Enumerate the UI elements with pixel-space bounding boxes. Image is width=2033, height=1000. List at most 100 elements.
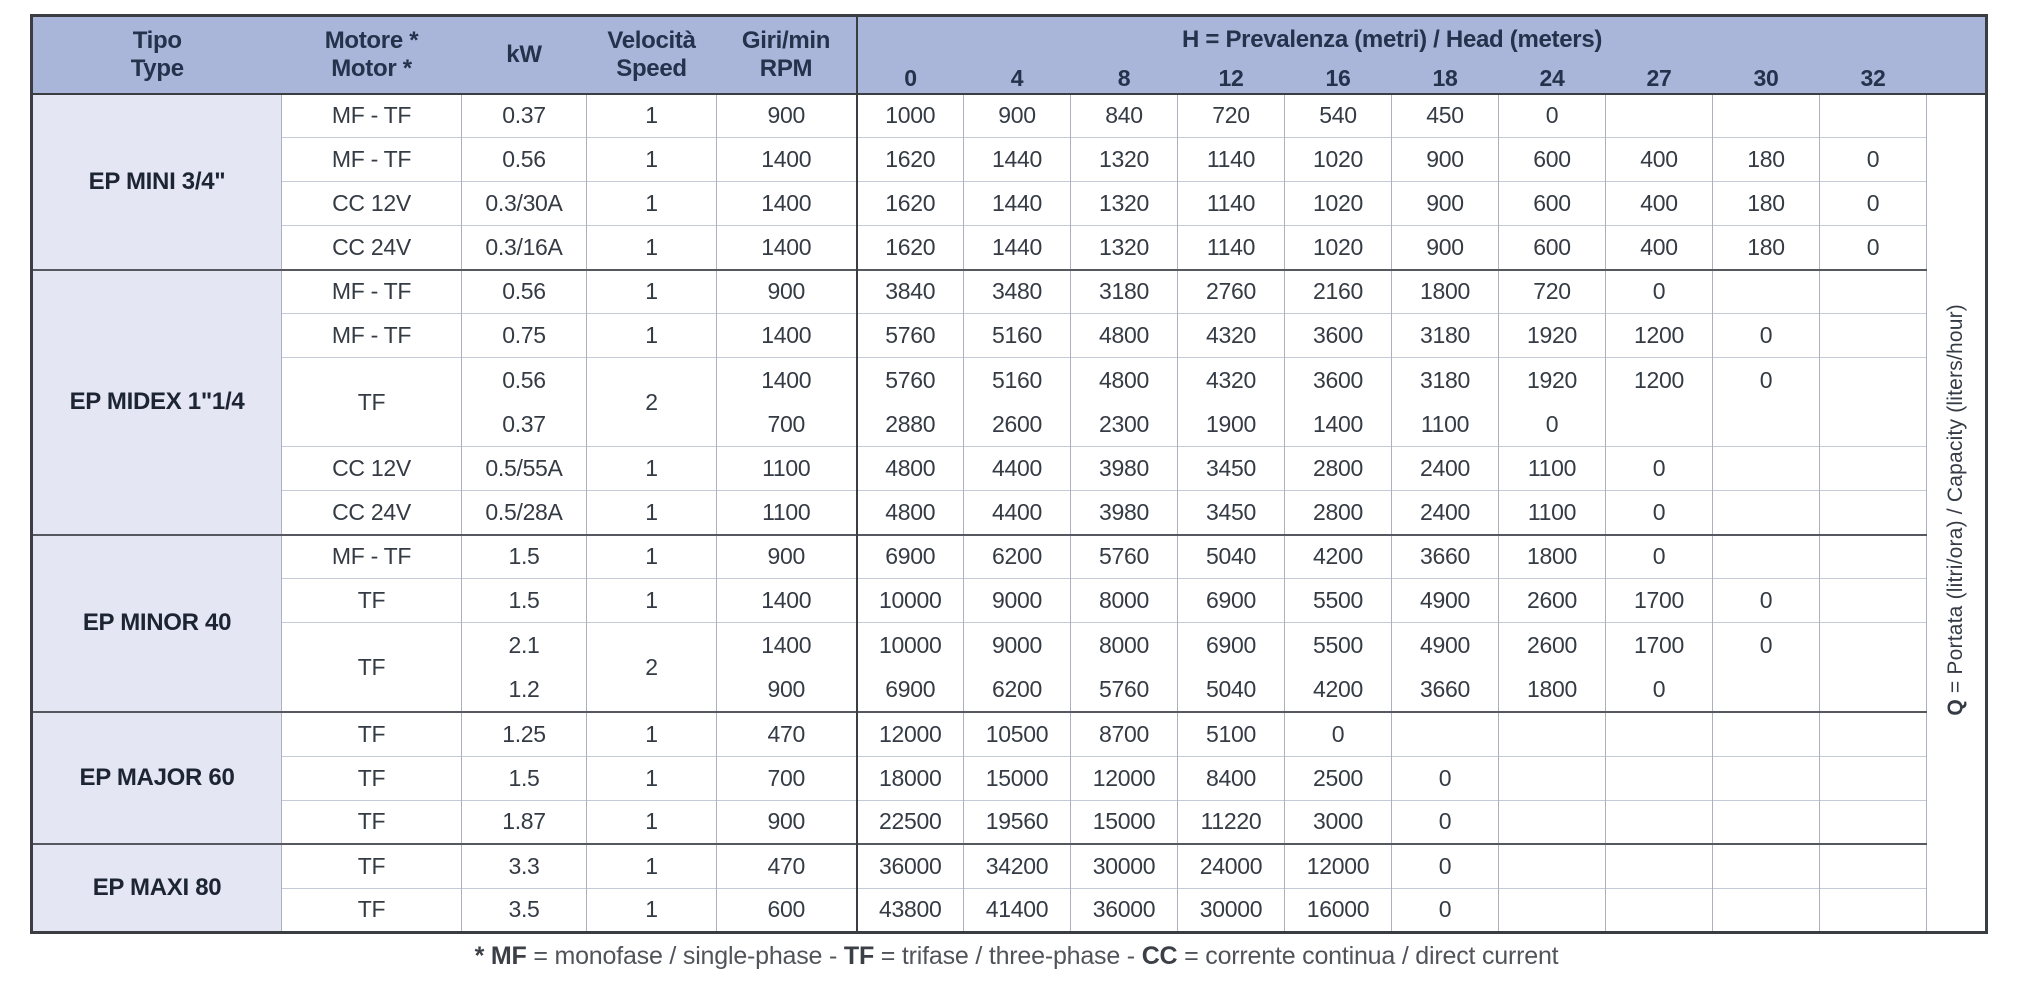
rpm-cell-line: 900 — [767, 675, 806, 702]
capacity-value-cell: 5500 — [1284, 578, 1392, 623]
capacity-value-cell: 3450 — [1177, 446, 1285, 491]
capacity-value-cell: 12000 — [1070, 755, 1178, 800]
kw-cell: 1.25 — [461, 711, 587, 756]
q-axis-label-cell: Q = Portata (litri/ora) / Capacity (lite… — [1926, 92, 1987, 932]
capacity-value-cell: 0 — [1819, 137, 1928, 182]
table-row: EP MINI 3/4" MF - TF 0.37 1 900 1000 900 840 720… — [31, 92, 1987, 932]
capacity-value-cell-line — [1820, 358, 1926, 402]
rpm-cell: 1400 900 — [716, 622, 858, 712]
capacity-value-cell: 1000 — [856, 92, 964, 138]
capacity-value-cell: 3180 1100 — [1391, 357, 1499, 447]
capacity-value-cell: 6900 — [856, 533, 964, 579]
capacity-value-cell: 1140 — [1177, 137, 1285, 182]
motor-cell: TF — [281, 799, 462, 844]
capacity-value-cell: 10000 6900 — [856, 622, 964, 712]
capacity-value-cell — [1605, 755, 1713, 800]
table-row: EP MAJOR 60 TF 1.25 1 470 12000 10500 8700 5100 0 — [31, 711, 1987, 844]
kw-cell: 3.5 — [461, 887, 587, 932]
capacity-value-cell: 600 — [1498, 225, 1606, 270]
speed-cell: 2 — [586, 622, 717, 712]
capacity-value-cell: 0 — [1605, 490, 1713, 535]
capacity-value-cell — [1819, 711, 1928, 756]
rpm-cell: 1100 — [716, 490, 858, 535]
motor-cell: MF - TF — [281, 92, 462, 138]
capacity-value-cell-line: 4900 — [1420, 631, 1470, 658]
capacity-value-cell-line — [1820, 623, 1926, 667]
pump-capacity-table: Tipo Type Motore * Motor * kW Velocità S… — [30, 14, 1989, 934]
capacity-value-cell: 5040 — [1177, 533, 1285, 579]
capacity-value-cell: 400 — [1605, 225, 1713, 270]
speed-cell: 1 — [586, 533, 717, 579]
table-row: CC 12V 0.5/55A 1 1100 4800 4400 3980 3450 2800 24… — [32, 446, 1987, 491]
capacity-value-cell — [1498, 887, 1606, 932]
table-header: Tipo Type Motore * Motor * kW Velocità S… — [31, 15, 1987, 95]
capacity-value-cell: 10000 — [856, 578, 964, 623]
capacity-value-cell — [1819, 313, 1928, 358]
header-h-symbol: H — [1181, 26, 1199, 54]
capacity-value-cell — [1819, 622, 1928, 712]
capacity-value-cell — [1605, 843, 1713, 888]
capacity-value-cell — [1819, 799, 1928, 844]
capacity-value-cell-line: 5500 — [1313, 631, 1363, 658]
speed-cell: 1 — [586, 843, 717, 888]
motor-cell: CC 24V — [281, 225, 462, 270]
rpm-cell: 1100 — [716, 446, 858, 491]
head-col-4: 4 — [963, 63, 1071, 95]
capacity-value-cell: 0 — [1605, 533, 1713, 579]
rpm-cell: 1400 700 — [716, 357, 858, 447]
capacity-value-cell-line — [1820, 667, 1926, 711]
motor-cell: CC 12V — [281, 446, 462, 491]
capacity-value-cell-line: 0 — [1545, 410, 1559, 437]
speed-cell: 1 — [586, 799, 717, 844]
speed-cell: 1 — [586, 887, 717, 932]
capacity-value-cell: 3450 — [1177, 490, 1285, 535]
rpm-cell: 900 — [716, 92, 858, 138]
motor-cell: TF — [281, 887, 462, 932]
capacity-value-cell-line — [1713, 667, 1819, 711]
capacity-value-cell: 12000 — [1284, 843, 1392, 888]
motor-cell: TF — [281, 711, 462, 756]
capacity-value-cell: 3180 — [1391, 313, 1499, 358]
capacity-value-cell — [1712, 711, 1820, 756]
capacity-value-cell: 1440 — [963, 137, 1071, 182]
kw-cell: 1.5 — [461, 755, 587, 800]
footnote-cc-abbr: CC — [1141, 942, 1178, 970]
capacity-value-cell: 1700 0 — [1605, 622, 1713, 712]
capacity-value-cell: 1440 — [963, 225, 1071, 270]
capacity-value-cell: 3600 — [1284, 313, 1392, 358]
rpm-cell: 1400 — [716, 137, 858, 182]
capacity-value-cell: 600 — [1498, 181, 1606, 226]
capacity-value-cell: 450 — [1391, 92, 1499, 138]
header-tipo-line1: Tipo — [132, 26, 182, 54]
head-col-18: 18 — [1391, 63, 1499, 95]
capacity-value-cell: 4900 — [1391, 578, 1499, 623]
capacity-value-cell: 6900 5040 — [1177, 622, 1285, 712]
capacity-value-cell-line — [1820, 402, 1926, 446]
capacity-value-cell — [1712, 887, 1820, 932]
table-row: TF 3.5 1 600 43800 41400 36000 30000 16000 0 — [32, 887, 1987, 932]
capacity-value-cell — [1712, 533, 1820, 579]
rpm-cell: 900 — [716, 799, 858, 844]
capacity-value-cell: 36000 — [856, 843, 964, 888]
capacity-value-cell-line: 3660 — [1420, 675, 1470, 702]
capacity-value-cell: 30000 — [1177, 887, 1285, 932]
capacity-value-cell-line: 2600 — [1527, 631, 1577, 658]
capacity-value-cell: 1020 — [1284, 225, 1392, 270]
capacity-value-cell-line: 6900 — [885, 675, 936, 702]
pump-type-cell: EP MINI 3/4" — [31, 92, 282, 270]
capacity-value-cell-line: 2880 — [885, 410, 936, 437]
motor-cell: MF - TF — [281, 268, 462, 314]
capacity-value-cell: 400 — [1605, 181, 1713, 226]
capacity-value-cell: 1140 — [1177, 181, 1285, 226]
head-col-27: 27 — [1605, 63, 1713, 95]
rpm-cell-line: 700 — [767, 410, 806, 437]
capacity-value-cell: 0 — [1605, 268, 1713, 314]
capacity-value-cell-line: 5760 — [1099, 675, 1149, 702]
speed-cell: 1 — [586, 755, 717, 800]
capacity-value-cell: 3180 — [1070, 268, 1178, 314]
capacity-value-cell: 1020 — [1284, 181, 1392, 226]
motor-cell: TF — [281, 578, 462, 623]
header-giri-line1: Giri/min — [741, 26, 831, 54]
kw-cell: 3.3 — [461, 843, 587, 888]
